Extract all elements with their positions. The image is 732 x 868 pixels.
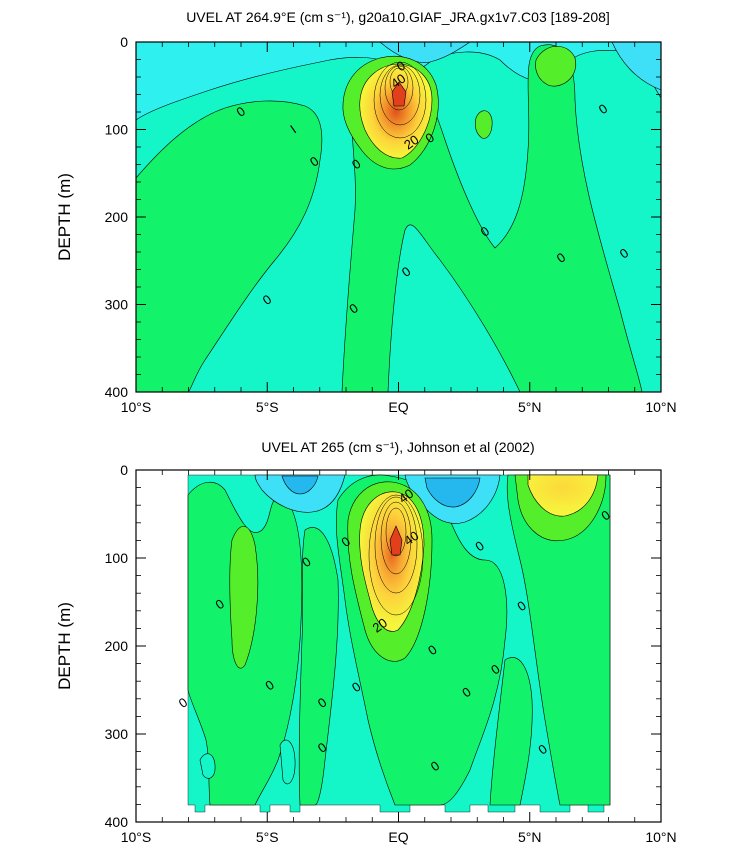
x-tick-label: EQ bbox=[388, 399, 408, 415]
panel-top-title: UVEL AT 264.9°E (cm s⁻¹), g20a10.GIAF_JR… bbox=[186, 9, 610, 25]
x-tick-label: 5°N bbox=[518, 829, 542, 845]
contour-label: 20 bbox=[370, 615, 390, 636]
field-euc-max bbox=[389, 525, 403, 556]
y-tick-label: 300 bbox=[105, 726, 129, 742]
x-tick-label: 10°N bbox=[645, 829, 676, 845]
panel-bottom-title: UVEL AT 265 (cm s⁻¹), Johnson et al (200… bbox=[261, 439, 534, 455]
y-tick-label: 400 bbox=[105, 384, 129, 400]
contour-label: 40 bbox=[396, 486, 416, 507]
contour-label: 20 bbox=[401, 132, 421, 153]
panel-top-ticks: 10°S 5°S EQ 5°N 10°N 0 100 200 300 400 bbox=[105, 34, 677, 415]
field-euc-inner bbox=[359, 63, 433, 159]
x-tick-label: 5°S bbox=[256, 829, 279, 845]
field-euc-ring-3 bbox=[380, 501, 412, 575]
x-tick-label: 5°S bbox=[256, 399, 279, 415]
field-surface-westward-strong bbox=[379, 41, 471, 63]
panel-top: UVEL AT 264.9°E (cm s⁻¹), g20a10.GIAF_JR… bbox=[55, 9, 677, 415]
y-tick-label: 0 bbox=[120, 34, 128, 50]
y-tick-label: 200 bbox=[105, 209, 129, 225]
field-euc-ring-4 bbox=[385, 507, 407, 557]
contour-label: I bbox=[287, 122, 299, 136]
panel-bottom-fields bbox=[187, 474, 611, 813]
field-euc-inner bbox=[359, 491, 425, 632]
y-tick-label: 300 bbox=[105, 297, 129, 313]
field-east-column bbox=[506, 474, 611, 806]
panel-top-ylabel: DEPTH (m) bbox=[55, 173, 74, 261]
x-tick-label: 5°N bbox=[518, 399, 542, 415]
panel-top-fields bbox=[135, 41, 662, 393]
x-tick-label: 10°N bbox=[645, 399, 676, 415]
contour-label: 40 bbox=[388, 71, 408, 92]
field-euc-ring-2 bbox=[374, 496, 418, 594]
field-westward-surface-1-core bbox=[281, 475, 319, 495]
y-tick-label: 0 bbox=[120, 462, 128, 478]
y-tick-label: 400 bbox=[105, 814, 129, 830]
field-pocket-1 bbox=[199, 753, 216, 779]
x-tick-label: 10°S bbox=[121, 829, 152, 845]
field-euc-max bbox=[391, 81, 407, 107]
field-west-eastward bbox=[135, 100, 323, 393]
field-west-column-2 bbox=[298, 527, 339, 806]
panel-bottom-ticks: 10°S 5°S EQ 5°N 10°N 0 100 200 300 400 bbox=[105, 462, 677, 845]
panel-bottom-ylabel: DEPTH (m) bbox=[55, 602, 74, 690]
field-westward-surface-2-core bbox=[424, 477, 481, 508]
x-tick-label: EQ bbox=[388, 829, 408, 845]
field-lower-column bbox=[489, 657, 533, 806]
x-tick-label: 10°S bbox=[121, 399, 152, 415]
contour-label: 40 bbox=[401, 528, 421, 549]
y-tick-label: 200 bbox=[105, 638, 129, 654]
field-pocket-2 bbox=[279, 739, 296, 785]
field-euc-ring-2 bbox=[379, 64, 421, 126]
y-tick-label: 100 bbox=[105, 550, 129, 566]
field-euc-ring-1 bbox=[373, 61, 427, 139]
panel-bottom: UVEL AT 265 (cm s⁻¹), Johnson et al (200… bbox=[55, 439, 677, 845]
field-north-core-inner bbox=[527, 474, 599, 517]
field-euc-ring-1 bbox=[368, 494, 424, 616]
y-tick-label: 100 bbox=[105, 122, 129, 138]
field-west-ridge bbox=[229, 526, 259, 669]
field-euc-ring-3 bbox=[384, 65, 414, 111]
field-blob-green-2 bbox=[474, 110, 493, 139]
